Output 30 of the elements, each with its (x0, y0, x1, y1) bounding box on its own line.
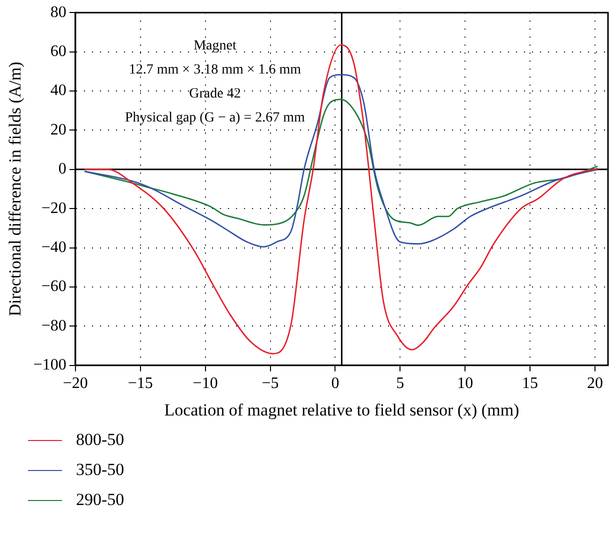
y-axis-title: Directional difference in fields (A/m) (6, 62, 25, 316)
y-tick-label: 0 (58, 160, 66, 178)
x-tick-label: −20 (62, 375, 88, 392)
y-tick-label: 40 (50, 82, 66, 100)
y-tick-label: −40 (41, 239, 66, 256)
y-tick-label: 80 (50, 4, 66, 21)
x-tick-label: 20 (587, 375, 604, 392)
annotation: Grade 42 (189, 86, 241, 102)
y-tick-label: 20 (50, 121, 66, 138)
x-tick-label: 0 (331, 375, 340, 392)
x-tick-label: 15 (522, 375, 538, 392)
x-tick-label: 5 (396, 375, 404, 392)
annotation: Magnet (194, 38, 236, 54)
line-series (84, 98, 598, 226)
legend-label: 800-50 (76, 430, 124, 450)
line-series (84, 74, 598, 248)
annotation: 12.7 mm × 3.18 mm × 1.6 mm (128, 62, 302, 78)
y-tick-label: −20 (41, 200, 66, 217)
y-tick-label: 60 (50, 43, 66, 60)
x-tick-label: −15 (128, 375, 153, 392)
legend-label: 290-50 (76, 490, 124, 510)
legend-label: 350-50 (76, 460, 124, 480)
y-tick-label: −100 (33, 356, 66, 374)
x-tick-label: 10 (457, 375, 474, 392)
y-tick-label: −80 (41, 317, 66, 334)
annotation: Physical gap (G − a) = 2.67 mm (125, 110, 306, 126)
x-tick-label: −10 (192, 375, 218, 392)
x-axis-title: Location of magnet relative to field sensor (x) (mm) (164, 400, 520, 420)
x-tick-label: −5 (262, 375, 279, 392)
y-tick-label: −60 (41, 278, 66, 296)
